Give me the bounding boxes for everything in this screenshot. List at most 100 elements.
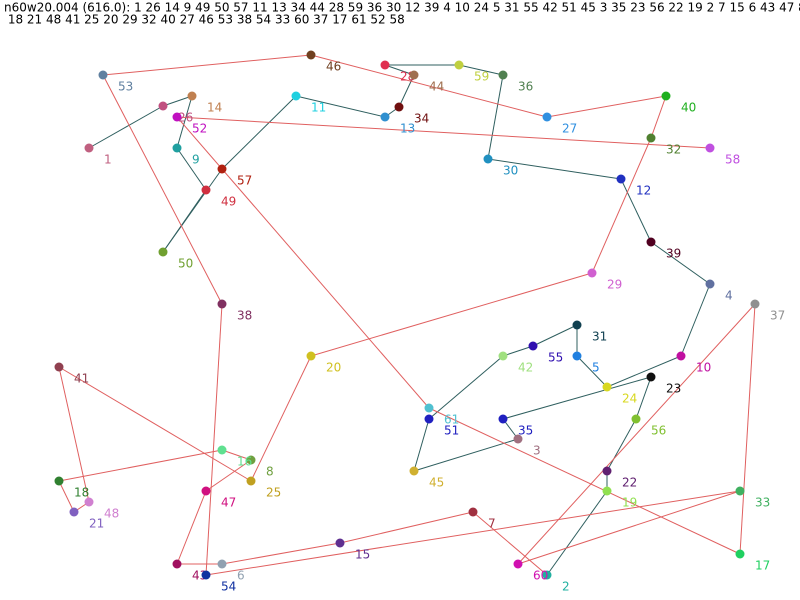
node-label: 33 bbox=[755, 496, 770, 510]
edge bbox=[102, 54, 312, 76]
node-label: 42 bbox=[518, 361, 533, 375]
edge bbox=[205, 303, 223, 576]
node-label: 3 bbox=[533, 444, 541, 458]
edge bbox=[58, 449, 223, 482]
node-label: 27 bbox=[562, 122, 577, 136]
node bbox=[380, 60, 390, 70]
node bbox=[217, 164, 227, 174]
node-label: 37 bbox=[770, 309, 785, 323]
edge bbox=[650, 95, 667, 139]
node bbox=[158, 247, 168, 257]
node-label: 24 bbox=[622, 392, 637, 406]
node bbox=[54, 362, 64, 372]
edge bbox=[532, 324, 578, 347]
node-label: 13 bbox=[400, 122, 415, 136]
edge bbox=[58, 366, 90, 503]
node-label: 48 bbox=[104, 507, 119, 521]
node bbox=[306, 50, 316, 60]
node bbox=[661, 91, 671, 101]
node bbox=[572, 351, 582, 361]
edges bbox=[58, 54, 756, 576]
node-label: 21 bbox=[89, 517, 104, 531]
node-label: 16 bbox=[237, 455, 252, 469]
node bbox=[616, 174, 626, 184]
node-label: 57 bbox=[237, 174, 252, 188]
node-label: 40 bbox=[681, 101, 696, 115]
edge bbox=[58, 366, 252, 482]
node-label: 61 bbox=[444, 413, 459, 427]
node bbox=[409, 466, 419, 476]
node-label: 18 bbox=[74, 486, 89, 500]
node bbox=[528, 341, 538, 351]
node bbox=[454, 60, 464, 70]
edge bbox=[162, 95, 193, 107]
edge bbox=[546, 490, 608, 576]
node bbox=[380, 112, 390, 122]
node bbox=[513, 559, 523, 569]
edge bbox=[176, 116, 711, 149]
node-label: 4 bbox=[725, 289, 733, 303]
node-label: 49 bbox=[221, 195, 236, 209]
node bbox=[735, 549, 745, 559]
node-label: 58 bbox=[725, 153, 740, 167]
edge bbox=[576, 355, 608, 388]
node bbox=[572, 320, 582, 330]
nodes: 1234567891011121314151617181920212223242… bbox=[54, 50, 785, 594]
node-label: 38 bbox=[237, 309, 252, 323]
node bbox=[468, 507, 478, 517]
edge bbox=[502, 376, 652, 420]
edge bbox=[88, 105, 164, 149]
edge bbox=[739, 303, 756, 555]
edge bbox=[487, 74, 504, 160]
node-label: 41 bbox=[74, 372, 89, 386]
node bbox=[201, 185, 211, 195]
edge bbox=[221, 95, 297, 170]
node-label: 14 bbox=[207, 101, 222, 115]
node-label: 31 bbox=[592, 330, 607, 344]
node bbox=[291, 91, 301, 101]
edge bbox=[606, 418, 637, 472]
node bbox=[187, 91, 197, 101]
node-label: 52 bbox=[192, 122, 207, 136]
node-label: 44 bbox=[429, 80, 444, 94]
edge bbox=[546, 95, 667, 118]
node-label: 8 bbox=[266, 465, 274, 479]
node-label: 29 bbox=[607, 278, 622, 292]
node-label: 30 bbox=[503, 164, 518, 178]
edge bbox=[502, 345, 534, 357]
node bbox=[217, 299, 227, 309]
node-label: 6 bbox=[237, 569, 245, 583]
node bbox=[498, 414, 508, 424]
header-line: n60w20.004 (616.0): 1 26 14 9 49 50 57 1… bbox=[4, 1, 800, 15]
node-label: 2 bbox=[562, 580, 570, 594]
node bbox=[602, 382, 612, 392]
node bbox=[542, 570, 552, 580]
edge bbox=[517, 490, 741, 565]
node bbox=[424, 403, 434, 413]
node-label: 5 bbox=[592, 361, 600, 375]
node bbox=[98, 70, 108, 80]
edge bbox=[680, 283, 711, 357]
node-label: 26 bbox=[178, 111, 193, 125]
edge bbox=[428, 407, 741, 555]
node-label: 11 bbox=[311, 101, 326, 115]
edge bbox=[339, 511, 474, 544]
node bbox=[602, 466, 612, 476]
edge bbox=[635, 376, 652, 420]
node bbox=[513, 434, 523, 444]
node bbox=[498, 70, 508, 80]
node bbox=[646, 133, 656, 143]
edge bbox=[384, 64, 415, 76]
node bbox=[84, 497, 94, 507]
edge bbox=[295, 95, 386, 118]
edge bbox=[606, 355, 682, 388]
edge bbox=[221, 542, 341, 565]
node-label: 53 bbox=[118, 80, 133, 94]
node bbox=[483, 154, 493, 164]
node-label: 45 bbox=[429, 476, 444, 490]
node-label: 51 bbox=[444, 424, 459, 438]
edge bbox=[58, 480, 75, 513]
edge bbox=[413, 418, 430, 472]
node bbox=[54, 476, 64, 486]
node bbox=[217, 559, 227, 569]
